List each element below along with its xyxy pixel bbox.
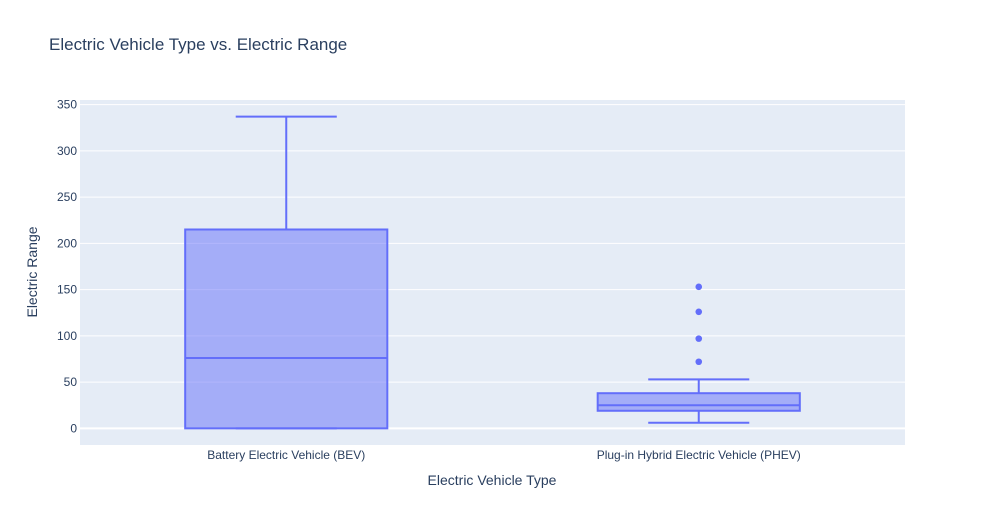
y-tick-label: 50 — [64, 375, 78, 389]
x-axis-label: Electric Vehicle Type — [428, 472, 557, 488]
y-tick-label: 150 — [57, 283, 77, 297]
box-iqr — [596, 392, 801, 412]
outlier-point — [695, 358, 703, 366]
y-axis-label: Electric Range — [24, 226, 40, 317]
y-tick-label: 350 — [57, 98, 77, 112]
y-tick-label: 100 — [57, 329, 77, 343]
x-tick-label: Plug-in Hybrid Electric Vehicle (PHEV) — [597, 448, 801, 462]
outlier-point — [695, 335, 703, 342]
x-tick-label: Battery Electric Vehicle (BEV) — [207, 448, 365, 462]
box-iqr — [184, 228, 389, 430]
chart-title: Electric Vehicle Type vs. Electric Range — [49, 35, 347, 54]
box-0 — [184, 115, 389, 430]
y-tick-label: 250 — [57, 190, 77, 204]
x-axis-ticks: Battery Electric Vehicle (BEV) Plug-in Hy… — [207, 448, 801, 462]
y-tick-label: 200 — [57, 236, 77, 250]
y-tick-label: 300 — [57, 144, 77, 158]
outlier-point — [695, 308, 703, 316]
y-axis-ticks: 0 50 100 150 200 250 300 350 — [57, 98, 77, 436]
y-tick-label: 0 — [70, 421, 77, 435]
box-1 — [596, 283, 801, 424]
box-plots — [184, 115, 801, 430]
outlier-point — [695, 283, 703, 291]
